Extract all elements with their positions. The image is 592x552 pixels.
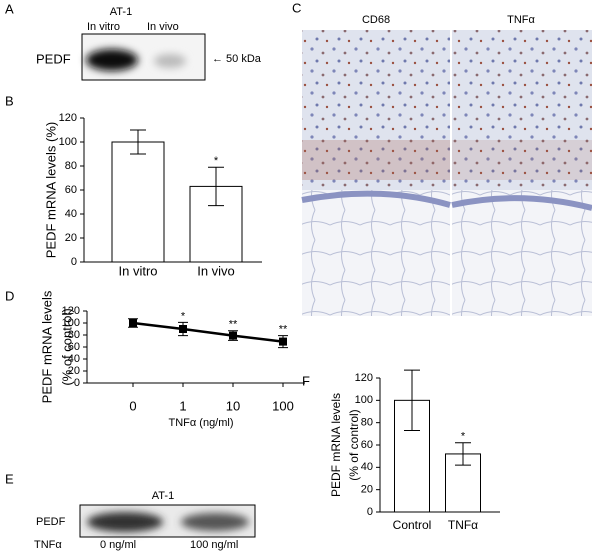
point [229, 331, 237, 340]
error-bar [404, 369, 420, 431]
point [179, 325, 187, 333]
panel-label: C [292, 0, 301, 15]
x-tick-label: 1 [179, 398, 186, 413]
x-tick-label: 100 [272, 398, 294, 413]
lane-label: 0 ng/ml [100, 539, 136, 551]
panel-label: E [5, 471, 14, 486]
significance-label: * [461, 431, 466, 443]
y-axis-title: PEDF mRNA levels [39, 290, 54, 403]
y-tick-label: 60 [361, 439, 373, 451]
error-bar [130, 129, 146, 155]
y-tick-label: 20 [65, 232, 77, 244]
y-tick-label: 0 [71, 256, 77, 268]
y-tick-label: 20 [68, 365, 80, 377]
blot-band [181, 513, 249, 531]
panel-label: A [5, 1, 14, 16]
image-title: CD68 [362, 14, 390, 26]
significance-label: ** [229, 319, 238, 331]
axis-line [86, 311, 305, 384]
y-tick-label: 0 [74, 377, 80, 389]
blot-band [154, 54, 186, 68]
y-tick-label: 60 [68, 341, 80, 353]
y-tick-label: 120 [62, 305, 80, 317]
y-tick-label: 120 [59, 112, 77, 124]
point [279, 337, 287, 346]
significance-label: * [214, 155, 219, 167]
y-tick-label: 100 [59, 136, 77, 148]
y-tick-label: 0 [367, 506, 373, 518]
band-label: PEDF [36, 51, 71, 66]
y-tick-label: 40 [68, 353, 80, 365]
panel-label: F [302, 373, 310, 388]
y-tick-label: 100 [355, 394, 373, 406]
y-axis-title: (% of control) [347, 409, 361, 480]
lane-label: In vivo [147, 21, 179, 33]
y-tick-label: 20 [361, 484, 373, 496]
histology-image [451, 30, 592, 316]
lane-label: In vitro [87, 21, 120, 33]
panel-label: D [5, 288, 14, 303]
y-tick-label: 80 [65, 160, 77, 172]
x-tick-label: Control [393, 518, 432, 532]
blot-band [87, 512, 163, 532]
significance-label: * [181, 310, 186, 322]
blot-band [86, 49, 138, 71]
y-tick-label: 80 [68, 329, 80, 341]
histology-image [301, 30, 451, 316]
blot-title: AT-1 [110, 6, 132, 18]
y-tick-label: 60 [65, 184, 77, 196]
y-tick-label: 100 [62, 317, 80, 329]
point [129, 319, 137, 327]
blot-title: AT-1 [152, 490, 174, 502]
line [132, 321, 284, 343]
y-tick-label: 40 [65, 208, 77, 220]
marker-label: ← 50 kDa [212, 53, 262, 65]
x-tick-label: 10 [226, 398, 240, 413]
y-tick-label: 40 [361, 461, 373, 473]
panel-label: B [5, 93, 14, 108]
error-bar [455, 442, 471, 466]
bar [111, 141, 165, 263]
y-axis-title: PEDF mRNA levels (%) [43, 122, 58, 259]
x-tick-label: 0 [129, 398, 136, 413]
x-tick-label: TNFα [448, 518, 478, 532]
lane-label: 100 ng/ml [190, 539, 238, 551]
image-title: TNFα [507, 14, 535, 26]
x-tick-label: In vivo [197, 263, 235, 278]
x-axis-title: TNFα (ng/ml) [168, 417, 233, 429]
y-tick-label: 80 [361, 417, 373, 429]
treatment-label: TNFα [34, 539, 62, 551]
y-tick-label: 120 [355, 372, 373, 384]
x-tick-label: In vitro [118, 263, 157, 278]
y-axis-title: PEDF mRNA levels [329, 393, 343, 497]
significance-label: ** [279, 324, 288, 336]
y-axis-title: (% of control) [59, 308, 74, 385]
band-label: PEDF [36, 516, 66, 528]
error-bar [208, 166, 224, 207]
